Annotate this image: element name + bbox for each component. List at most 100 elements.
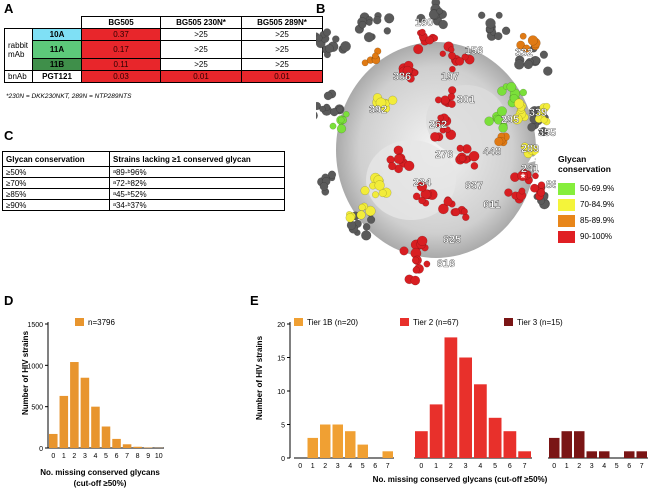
glycan-sphere (493, 115, 504, 125)
glycan-conservation-table: Glycan conservation Strains lacking ≥1 c… (2, 151, 285, 211)
glycan-sphere (319, 105, 326, 113)
panel-label-b: B (316, 1, 326, 16)
glycan-sphere (494, 137, 504, 147)
chart-e-bar (415, 431, 428, 458)
glycan-sphere (537, 188, 546, 197)
glycan-sphere (316, 111, 318, 120)
chart-e-legend-label: Tier 1B (n=20) (307, 318, 358, 327)
glycan-label-392: 392 (369, 104, 387, 116)
legend-swatch-50 (558, 183, 575, 195)
glycan-sphere (543, 66, 553, 76)
glycan-sphere (532, 172, 539, 180)
glycan-sphere (455, 57, 465, 66)
glycan-label-160: 160 (415, 17, 433, 29)
glycan-sphere (358, 203, 366, 212)
chart-e-legend-swatch (400, 318, 409, 326)
glycan-sphere (412, 192, 421, 201)
row-percent: ᵃ45-ᵇ52% (109, 188, 285, 200)
chart-d-legend-label: n=3796 (88, 318, 115, 327)
chart-e-xtick-label: 3 (590, 463, 594, 470)
panel-label-c: C (4, 128, 14, 143)
chart-e-xlabel: No. missing conserved glycans (cut-off ≥… (373, 475, 548, 484)
env-trimer-structure: 160 156 386 197 332 392 301 295 339 262 355 448 289 2… (316, 0, 556, 286)
chart-e-xtick-label: 7 (523, 463, 527, 470)
glycan-sphere (468, 150, 480, 162)
chart-e-ytick-label: 10 (277, 389, 285, 396)
glycan-sphere (399, 246, 409, 256)
glycan-sphere (511, 113, 523, 125)
chart-d-bar (101, 426, 111, 448)
chart-d-bar (49, 433, 58, 448)
chart-d-bar (59, 395, 69, 448)
glycan-sphere (362, 223, 371, 231)
glycan-sphere (388, 95, 398, 105)
glycan-sphere (506, 81, 517, 92)
chart-d-bar (133, 446, 142, 448)
glycan-sphere (361, 230, 372, 241)
chart-e-xtick-label: 6 (373, 463, 377, 470)
chart-e-bar (636, 451, 647, 458)
chart-d-ytick-label: 500 (31, 405, 43, 412)
chart-d-ytick-label: 1500 (27, 322, 43, 329)
glycan-sphere (447, 100, 456, 108)
glycan-sphere (319, 182, 329, 191)
chart-e-legend-label: Tier 2 (n=67) (413, 318, 459, 327)
glycan-sphere (484, 116, 494, 126)
glycan-sphere (403, 160, 415, 172)
chart-e-xtick-label: 1 (565, 463, 569, 470)
glycan-sphere (458, 154, 466, 162)
row-threshold: ≥50% (2, 166, 110, 178)
legend-swatch-70 (558, 199, 575, 211)
cell-11b-bg505: 0.11 (81, 58, 162, 71)
chart-d-xtick-label: 10 (155, 453, 163, 460)
glycan-sphere (430, 132, 440, 142)
chart-e-xtick-label: 2 (577, 463, 581, 470)
glycan-sphere (356, 210, 366, 220)
chart-e-bar (357, 444, 368, 458)
glycan-sphere (504, 188, 513, 197)
chart-d-xtick-label: 4 (94, 453, 98, 460)
chart-e-bar (549, 437, 560, 458)
chart-e-bar (459, 357, 472, 458)
chart-e-xtick-label: 5 (361, 463, 365, 470)
chart-d-xlabel-cutoff: (cut-off ≥50%) (74, 479, 127, 488)
glycan-label-262: 262 (429, 119, 447, 131)
chart-e-xtick-label: 3 (464, 463, 468, 470)
chart-d-xtick-label: 7 (125, 453, 129, 460)
chart-e-xtick-label: 3 (336, 463, 340, 470)
glycan-sphere (366, 215, 376, 224)
chart-d-bar (70, 362, 79, 448)
glycan-label-241: 241 (521, 163, 539, 175)
chart-d-legend-swatch (75, 318, 84, 326)
header-strains-lacking: Strains lacking ≥1 conserved glycan (109, 151, 285, 167)
chart-e-xtick-label: 1 (311, 463, 315, 470)
chart-e-bar (307, 437, 318, 458)
chart-e-bar (574, 431, 585, 458)
group-rabbit-mab: rabbit mAb (3, 40, 33, 59)
chart-e-bar (429, 404, 443, 458)
legend-swatch-85 (558, 215, 575, 227)
glycan-sphere (365, 205, 376, 217)
header-bg505-230n: BG505 230N* (160, 16, 243, 29)
glycan-sphere (363, 32, 375, 43)
glycan-label-234: 234 (413, 177, 432, 189)
glycan-sphere (371, 52, 379, 60)
glycan-position-labels: 160 156 386 197 332 392 301 295 339 262 355 448 289 2… (369, 17, 556, 270)
cell-pgt121-bg505: 0.03 (81, 70, 162, 83)
chart-d-bars (49, 362, 163, 448)
glycan-sphere (438, 19, 448, 30)
cell-11a-bg505: 0.17 (81, 40, 162, 59)
chart-e-bar (345, 431, 356, 458)
chart-e-ytick-label: 0 (281, 456, 285, 463)
cell-11a-289n: >25 (241, 40, 324, 59)
chart-e-ytick-label: 20 (277, 322, 285, 329)
glycan-sphere (378, 189, 387, 198)
row-name-10a: 10A (32, 28, 83, 41)
glycan-sphere (443, 197, 453, 207)
chart-e-xtick-label: 5 (493, 463, 497, 470)
glycan-sphere (323, 91, 333, 101)
glycan-sphere (411, 256, 420, 265)
group-bnab: bnAb (3, 70, 34, 83)
glycan-sphere (461, 53, 469, 61)
